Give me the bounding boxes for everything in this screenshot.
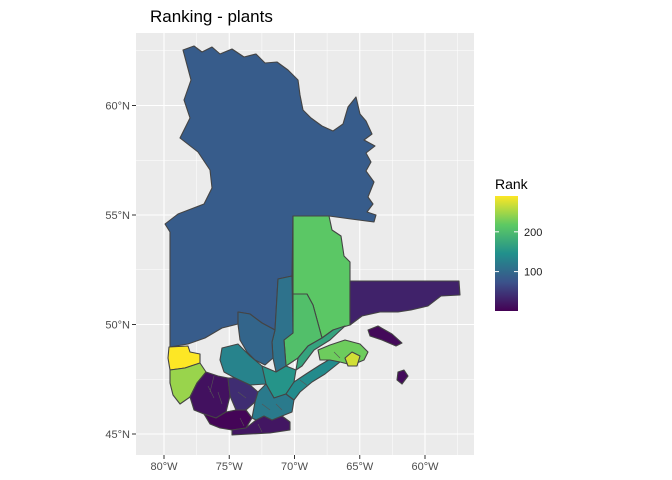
y-axis: 45°N 50°N 55°N 60°N	[105, 101, 136, 441]
x-tick-label: 70°W	[281, 461, 309, 473]
y-tick-label: 45°N	[105, 429, 130, 441]
region-cote-nord-east	[349, 280, 461, 326]
region-anticosti	[367, 325, 403, 347]
region-estrie	[231, 415, 291, 436]
y-tick-label: 60°N	[105, 101, 130, 113]
legend-tick-label: 100	[524, 267, 542, 279]
region-iles-de-la-madeleine	[396, 369, 409, 385]
legend-ticks: 100 200	[495, 227, 542, 279]
x-axis: 80°W 75°W 70°W 65°W 60°W	[150, 455, 439, 473]
map-regions	[164, 45, 461, 436]
region-haute-cote-nord	[295, 325, 346, 371]
legend-tick-label: 200	[524, 227, 542, 239]
x-tick-label: 60°W	[411, 461, 439, 473]
region-gaspe-tip	[344, 351, 361, 367]
region-lac-saint-jean	[237, 311, 276, 366]
region-nord-du-quebec	[164, 45, 377, 348]
x-tick-label: 80°W	[150, 461, 178, 473]
x-tick-label: 75°W	[216, 461, 244, 473]
chart-title: Ranking - plants	[150, 7, 273, 26]
y-tick-label: 50°N	[105, 320, 130, 332]
y-tick-label: 55°N	[105, 210, 130, 222]
inner-boundaries	[207, 351, 341, 433]
legend-colorbar	[495, 196, 518, 311]
x-tick-label: 65°W	[346, 461, 374, 473]
legend: Rank 100 200	[495, 176, 542, 311]
region-chaudiere-appalaches	[251, 383, 295, 421]
legend-title: Rank	[495, 176, 529, 192]
